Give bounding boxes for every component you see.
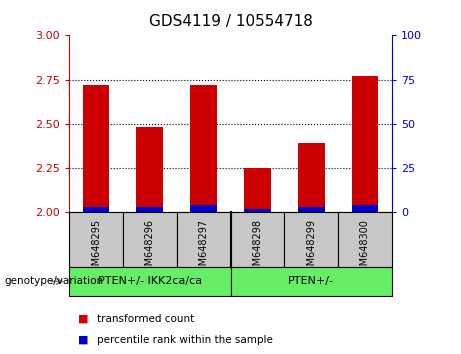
Text: transformed count: transformed count <box>97 314 194 324</box>
Bar <box>69 267 230 296</box>
Bar <box>351 205 378 212</box>
Bar <box>136 127 163 212</box>
Bar <box>244 209 271 212</box>
Bar <box>190 205 217 212</box>
Bar <box>136 207 163 212</box>
Text: GDS4119 / 10554718: GDS4119 / 10554718 <box>148 14 313 29</box>
Bar <box>298 143 325 212</box>
Text: GSM648299: GSM648299 <box>306 219 316 278</box>
Text: ■: ■ <box>78 335 89 345</box>
Text: PTEN+/- IKK2ca/ca: PTEN+/- IKK2ca/ca <box>98 276 202 286</box>
Text: GSM648298: GSM648298 <box>252 219 262 278</box>
Bar <box>190 85 217 212</box>
Bar <box>298 207 325 212</box>
Bar <box>230 267 392 296</box>
Text: GSM648297: GSM648297 <box>199 219 209 278</box>
Text: GSM648300: GSM648300 <box>360 219 370 278</box>
Bar <box>69 212 123 267</box>
Text: ■: ■ <box>78 314 89 324</box>
Bar <box>123 212 177 267</box>
Text: percentile rank within the sample: percentile rank within the sample <box>97 335 273 345</box>
Text: GSM648295: GSM648295 <box>91 219 101 278</box>
Bar <box>338 212 392 267</box>
Bar <box>284 212 338 267</box>
Bar <box>351 76 378 212</box>
Text: genotype/variation: genotype/variation <box>5 276 104 286</box>
Bar <box>177 212 230 267</box>
Bar <box>244 168 271 212</box>
Bar <box>83 85 109 212</box>
Bar <box>230 212 284 267</box>
Text: GSM648296: GSM648296 <box>145 219 155 278</box>
Bar <box>83 207 109 212</box>
Text: PTEN+/-: PTEN+/- <box>288 276 334 286</box>
